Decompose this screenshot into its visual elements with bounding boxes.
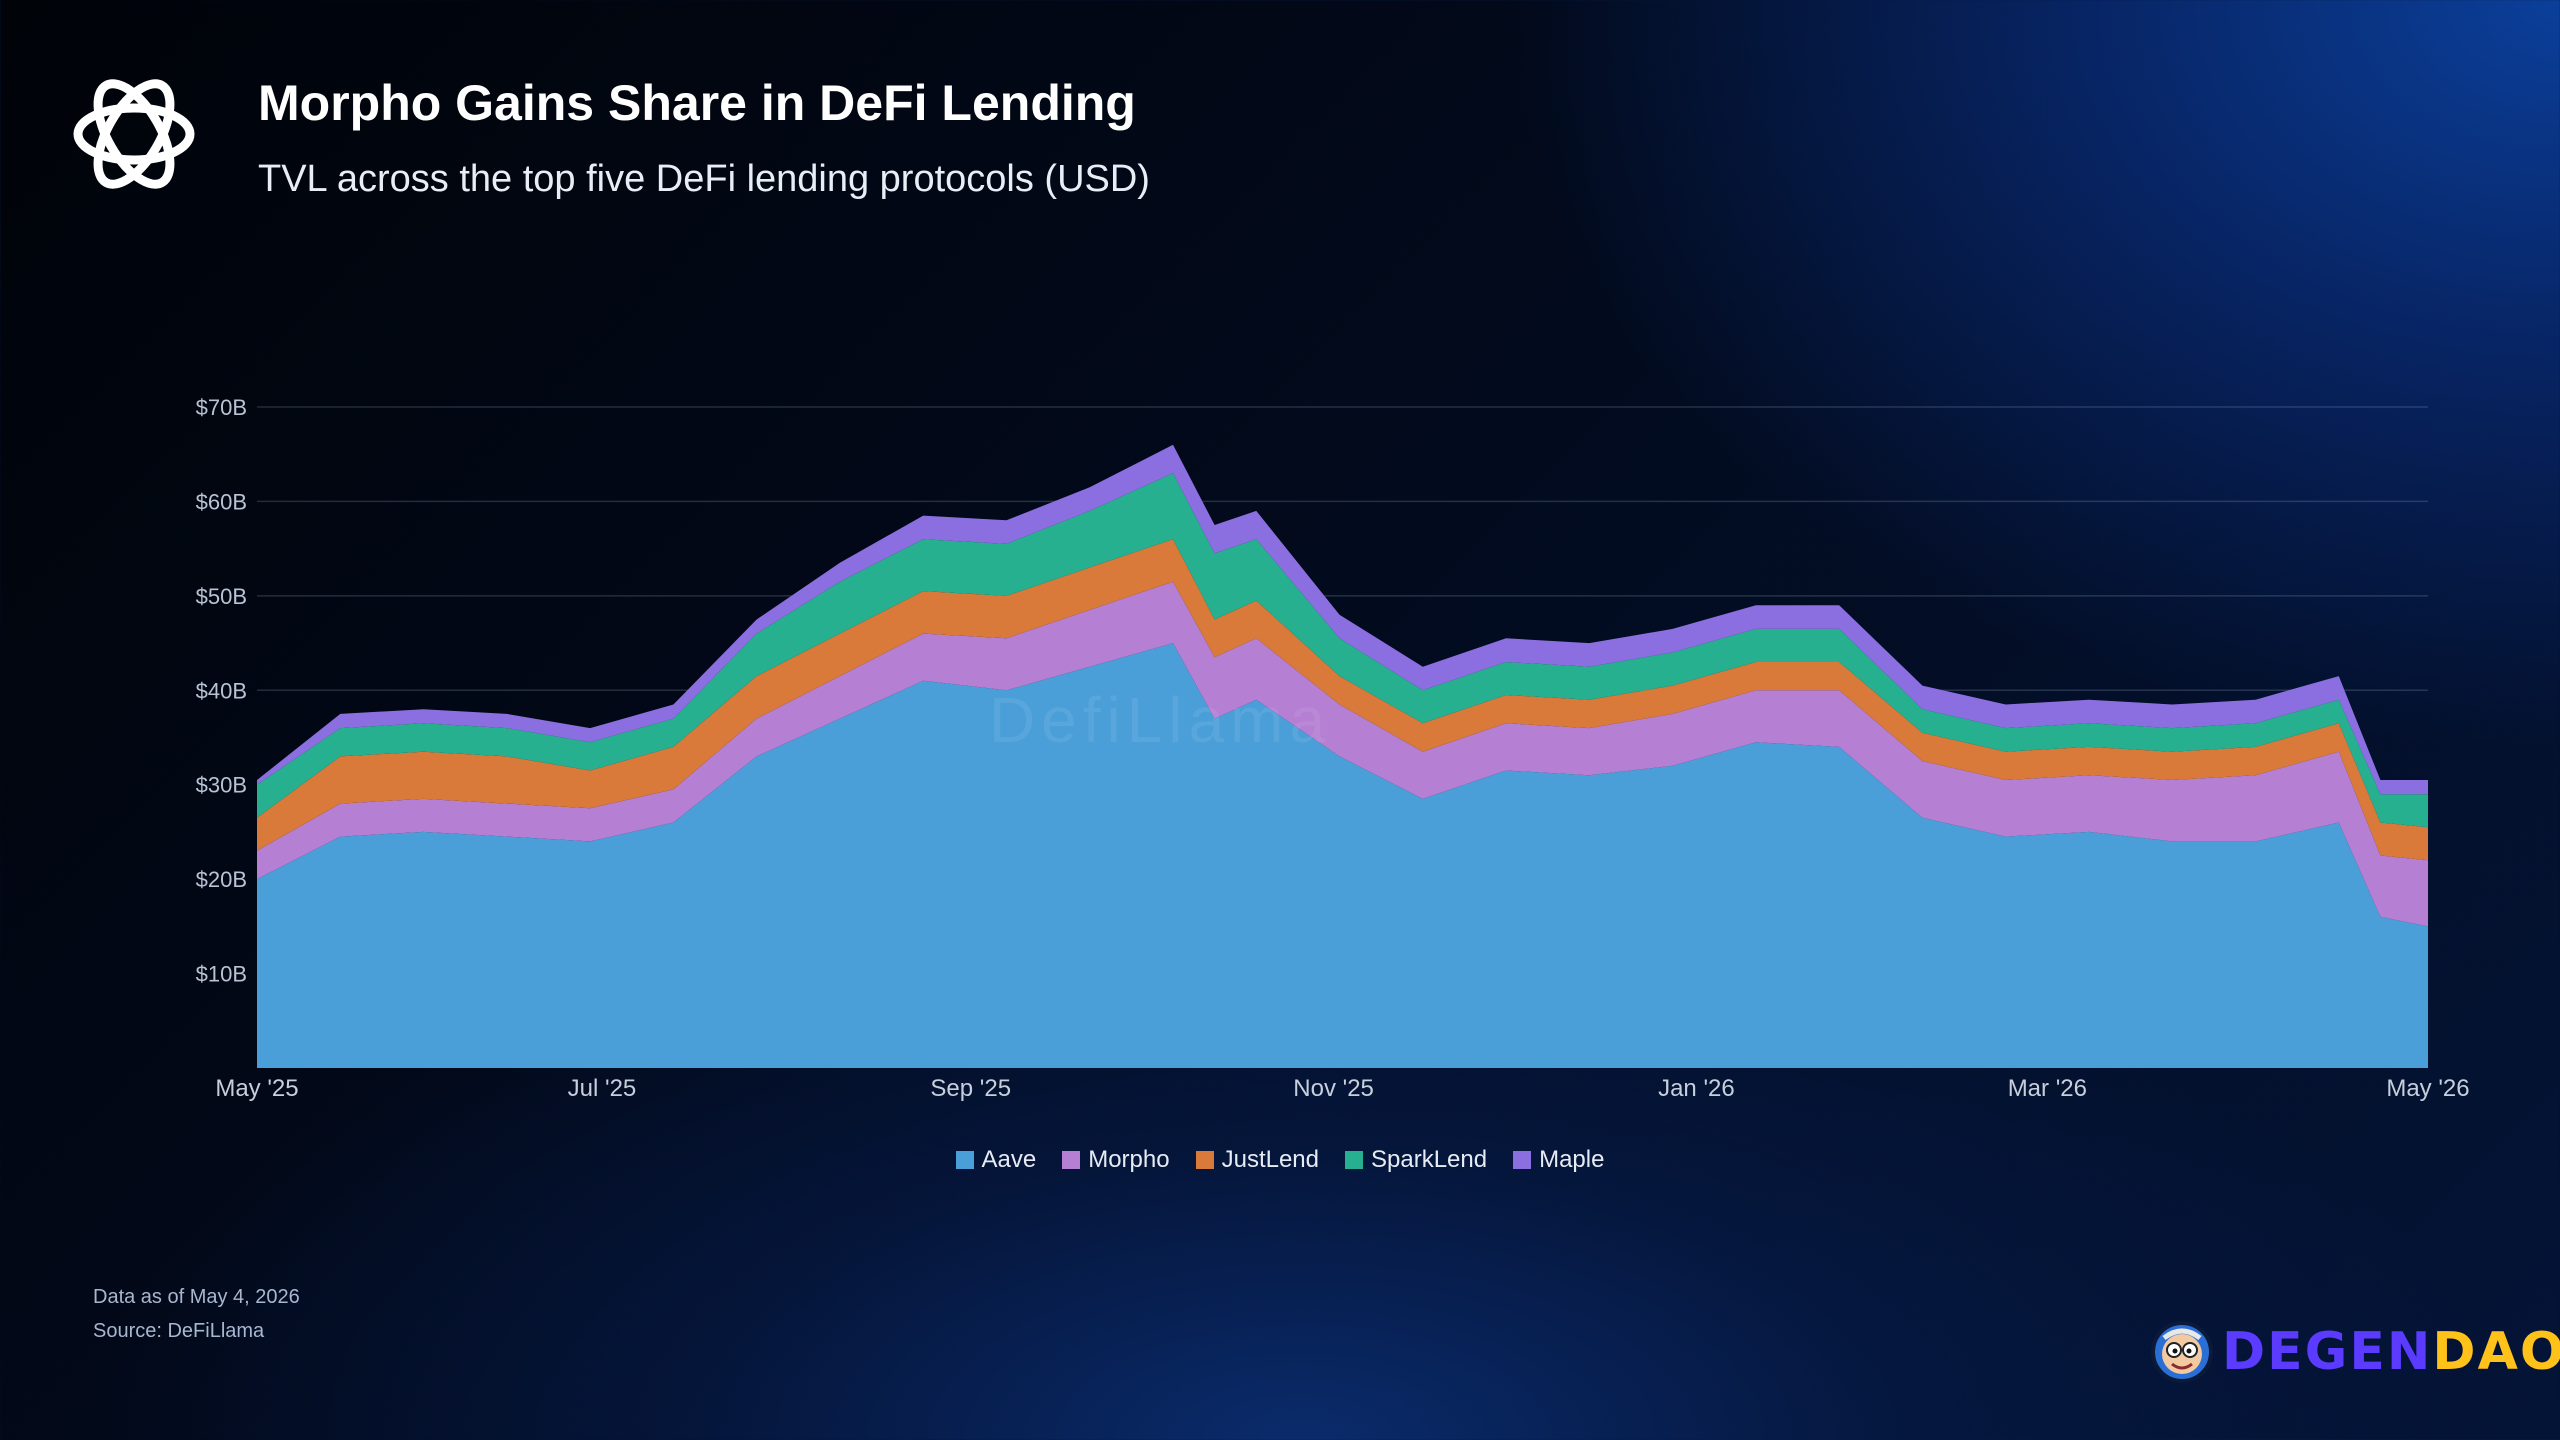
area-maple[interactable] — [257, 444, 2428, 795]
watermark-label: DefiLlama — [989, 684, 1331, 756]
page-subtitle: TVL across the top five DeFi lending pro… — [258, 158, 1150, 200]
legend-label-maple: Maple — [1539, 1146, 1605, 1173]
data-as-of-note: Data as of May 4, 2026 — [93, 1286, 300, 1308]
area-aave[interactable] — [257, 643, 2428, 1068]
legend-swatch-justlend — [1195, 1151, 1214, 1169]
x-tick-label: May '25 — [215, 1075, 298, 1102]
x-tick-label: Nov '25 — [1293, 1075, 1374, 1102]
legend-item-maple[interactable]: Maple — [1513, 1146, 1604, 1174]
brand-wordmark-part1: DEGEN — [2222, 1322, 2433, 1382]
area-sparklend[interactable] — [257, 473, 2428, 828]
y-tick-label: $30B — [196, 773, 247, 798]
morpho-knot-logo-icon — [73, 79, 195, 189]
legend-swatch-sparklend — [1345, 1151, 1363, 1169]
footnotes: Data as of May 4, 2026 Source: DeFiLlama — [93, 1280, 300, 1348]
area-justlend[interactable] — [257, 539, 2428, 861]
legend-label-justlend: JustLend — [1221, 1146, 1319, 1173]
legend-item-justlend[interactable]: JustLend — [1195, 1146, 1319, 1174]
legend-item-sparklend[interactable]: SparkLend — [1345, 1146, 1487, 1174]
x-tick-label: Jul '25 — [568, 1075, 637, 1102]
y-tick-label: $60B — [196, 489, 247, 514]
area-morpho[interactable] — [257, 581, 2428, 927]
legend-swatch-maple — [1513, 1151, 1532, 1169]
legend-item-morpho[interactable]: Morpho — [1062, 1146, 1170, 1174]
legend-swatch-morpho — [1062, 1151, 1081, 1169]
brand-wordmark: DEGENDAO! — [2222, 1322, 2560, 1382]
legend-label-morpho: Morpho — [1088, 1146, 1170, 1173]
y-tick-label: $40B — [196, 678, 247, 703]
legend-label-sparklend: SparkLend — [1371, 1146, 1488, 1173]
brand-wordmark-part2: DAO! — [2432, 1322, 2560, 1382]
x-tick-label: May '26 — [2386, 1075, 2469, 1102]
page-title: Morpho Gains Share in DeFi Lending — [258, 75, 1136, 131]
x-tick-label: Jan '26 — [1658, 1075, 1735, 1102]
brand-logo: DEGENDAO! — [2150, 1320, 2560, 1384]
y-tick-label: $70B — [196, 395, 247, 420]
legend-item-aave[interactable]: Aave — [955, 1146, 1037, 1174]
legend-swatch-aave — [955, 1151, 974, 1169]
y-tick-label: $20B — [196, 867, 247, 892]
y-tick-label: $50B — [196, 584, 247, 609]
legend-label-aave: Aave — [981, 1146, 1037, 1173]
source-note: Source: DeFiLlama — [93, 1320, 265, 1342]
degen-mascot-icon — [2151, 1321, 2213, 1383]
y-tick-label: $10B — [196, 962, 247, 987]
x-tick-label: Mar '26 — [2008, 1075, 2087, 1102]
chart-legend: Aave Morpho JustLend SparkLend Maple — [0, 1146, 2560, 1174]
x-tick-label: Sep '25 — [930, 1075, 1011, 1102]
